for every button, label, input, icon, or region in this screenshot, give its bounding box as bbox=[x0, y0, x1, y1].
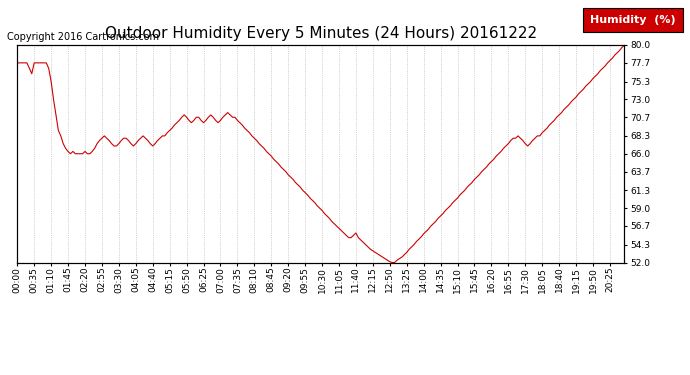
Title: Outdoor Humidity Every 5 Minutes (24 Hours) 20161222: Outdoor Humidity Every 5 Minutes (24 Hou… bbox=[105, 26, 537, 41]
Text: Copyright 2016 Cartronics.com: Copyright 2016 Cartronics.com bbox=[7, 32, 159, 42]
Text: Humidity  (%): Humidity (%) bbox=[590, 15, 676, 25]
